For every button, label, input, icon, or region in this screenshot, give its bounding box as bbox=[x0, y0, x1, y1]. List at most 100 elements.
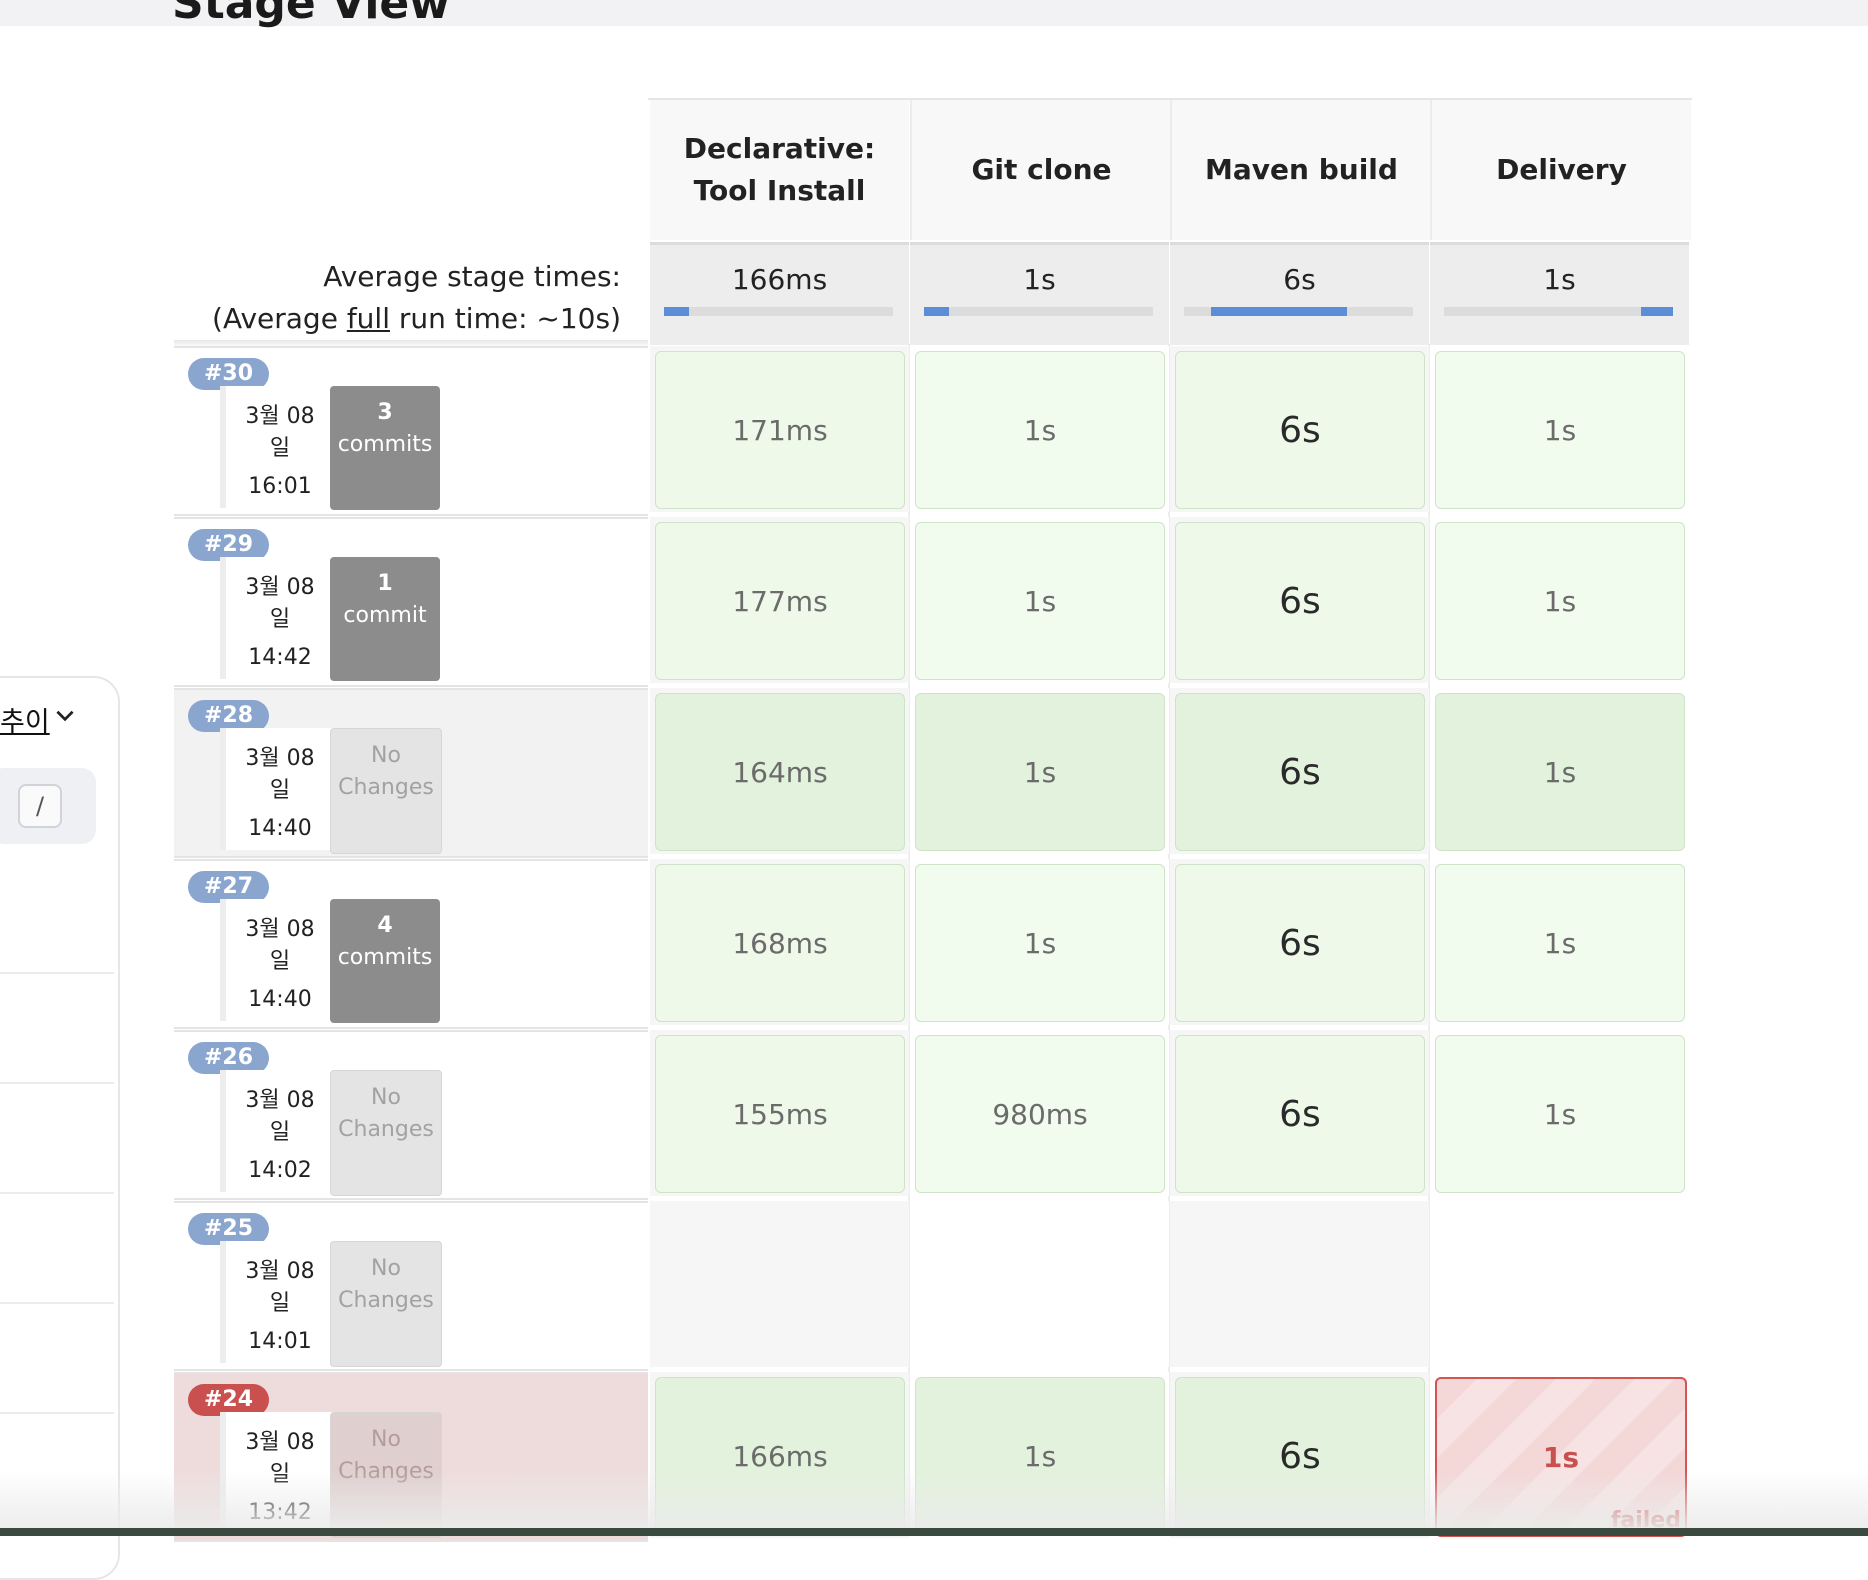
stage-cell[interactable]: 6s bbox=[1175, 522, 1425, 680]
stage-cell[interactable]: 1s bbox=[1435, 1035, 1685, 1193]
stage-cell[interactable]: 6s bbox=[1175, 693, 1425, 851]
changes-label: commits bbox=[337, 945, 433, 970]
stage-header[interactable]: Maven build bbox=[1170, 100, 1431, 240]
sidebar-search-input[interactable]: / bbox=[0, 768, 96, 844]
changes-count: No bbox=[371, 1427, 401, 1452]
build-row[interactable]: #29 3월 08 일 14:42 1 commit bbox=[174, 517, 648, 687]
stage-header[interactable]: Git clone bbox=[910, 100, 1171, 240]
stage-cell-background bbox=[650, 1201, 909, 1367]
build-time: 14:02 bbox=[248, 1158, 312, 1183]
changes-count: No bbox=[371, 743, 401, 768]
keyboard-shortcut-hint: / bbox=[18, 784, 62, 828]
stage-cell[interactable]: 1s bbox=[915, 864, 1165, 1022]
stage-duration: 1s bbox=[1023, 413, 1057, 447]
build-number-badge[interactable]: #28 bbox=[188, 700, 270, 732]
stage-name-line: Delivery bbox=[1496, 153, 1627, 186]
build-date-line: 일 bbox=[269, 949, 291, 974]
build-row[interactable]: #25 3월 08 일 14:01 No Changes bbox=[174, 1201, 648, 1371]
sidebar-divider bbox=[0, 1300, 114, 1304]
changes-box: No Changes bbox=[330, 1070, 442, 1196]
top-strip bbox=[0, 0, 1868, 26]
build-number-badge[interactable]: #29 bbox=[188, 529, 270, 561]
stage-duration: 1s bbox=[1543, 584, 1577, 618]
stage-header[interactable]: Delivery bbox=[1430, 100, 1691, 240]
sidebar-dropdown[interactable]: 추이 bbox=[0, 700, 74, 739]
stage-cell[interactable]: 6s bbox=[1175, 864, 1425, 1022]
stage-duration: 1s bbox=[1023, 926, 1057, 960]
stage-cell[interactable]: 164ms bbox=[655, 693, 905, 851]
stage-duration: 171ms bbox=[732, 413, 828, 447]
build-number-badge[interactable]: #30 bbox=[188, 358, 270, 390]
stage-cell-background bbox=[910, 1201, 1169, 1367]
stage-name-line: Declarative: bbox=[683, 132, 876, 165]
changes-box[interactable]: 4 commits bbox=[330, 899, 440, 1023]
header-top-shadow bbox=[648, 98, 1692, 100]
stage-duration: 1s bbox=[1543, 413, 1577, 447]
stage-cell[interactable]: 1s bbox=[915, 693, 1165, 851]
changes-count: 1 bbox=[377, 571, 393, 596]
stage-average-bar-fill bbox=[924, 307, 950, 316]
build-time: 14:40 bbox=[248, 987, 312, 1012]
build-number-badge[interactable]: #27 bbox=[188, 871, 270, 903]
stage-average-bar-fill bbox=[1211, 307, 1347, 316]
stage-name-line: Tool Install bbox=[693, 174, 866, 207]
build-date-line: 일 bbox=[269, 607, 291, 632]
stage-header-label: Declarative: Tool Install bbox=[684, 128, 875, 212]
stage-header-label: Maven build bbox=[1205, 149, 1398, 191]
build-date-line: 3월 08 bbox=[245, 575, 315, 600]
stage-cell[interactable]: 1s bbox=[1435, 864, 1685, 1022]
stage-cell-background bbox=[1170, 1201, 1429, 1367]
build-date-line: 일 bbox=[269, 1120, 291, 1145]
build-date-line: 3월 08 bbox=[245, 404, 315, 429]
build-number-badge[interactable]: #25 bbox=[188, 1213, 270, 1245]
stage-cell[interactable]: 168ms bbox=[655, 864, 905, 1022]
stage-header[interactable]: Declarative: Tool Install bbox=[650, 100, 909, 240]
stage-cell[interactable]: 171ms bbox=[655, 351, 905, 509]
build-row[interactable]: #28 3월 08 일 14:40 No Changes bbox=[174, 688, 648, 858]
stage-cell[interactable]: 1s bbox=[915, 522, 1165, 680]
average-full-run-text: (Average full run time: ~10s) bbox=[212, 302, 621, 335]
build-date: 3월 08 일 14:42 bbox=[220, 557, 334, 679]
changes-box[interactable]: 3 commits bbox=[330, 386, 440, 510]
stage-duration: 1s bbox=[1023, 584, 1057, 618]
build-date: 3월 08 일 14:02 bbox=[220, 1070, 334, 1192]
build-date: 3월 08 일 14:40 bbox=[220, 899, 334, 1021]
stage-cell[interactable]: 980ms bbox=[915, 1035, 1165, 1193]
build-number-badge[interactable]: #26 bbox=[188, 1042, 270, 1074]
changes-count: 3 bbox=[377, 400, 393, 425]
stage-cell[interactable]: 177ms bbox=[655, 522, 905, 680]
stage-cell[interactable]: 6s bbox=[1175, 1035, 1425, 1193]
stage-duration: 980ms bbox=[992, 1097, 1088, 1131]
build-number-badge[interactable]: #24 bbox=[188, 1384, 270, 1416]
stage-average-time: 1s bbox=[1023, 263, 1056, 296]
stage-cell[interactable]: 1s bbox=[1435, 693, 1685, 851]
stage-cell[interactable]: 1s bbox=[915, 351, 1165, 509]
build-time: 14:01 bbox=[248, 1329, 312, 1354]
stage-cell[interactable]: 155ms bbox=[655, 1035, 905, 1193]
stage-cell-background bbox=[1430, 1201, 1689, 1367]
stage-header-label: Delivery bbox=[1496, 149, 1627, 191]
build-row[interactable]: #30 3월 08 일 16:01 3 commits bbox=[174, 346, 648, 516]
changes-box[interactable]: 1 commit bbox=[330, 557, 440, 681]
stage-average-cell: 6s bbox=[1170, 242, 1429, 345]
stage-duration: 1s bbox=[1023, 1439, 1057, 1473]
stage-duration: 166ms bbox=[732, 1439, 828, 1473]
build-date-line: 3월 08 bbox=[245, 917, 315, 942]
stage-cell[interactable]: 6s bbox=[1175, 351, 1425, 509]
build-row[interactable]: #27 3월 08 일 14:40 4 commits bbox=[174, 859, 648, 1029]
stage-cell[interactable]: 1s bbox=[1435, 522, 1685, 680]
build-date-line: 일 bbox=[269, 1291, 291, 1316]
changes-label: commit bbox=[343, 603, 427, 628]
column-separator bbox=[1168, 344, 1170, 1534]
build-date-line: 3월 08 bbox=[245, 1088, 315, 1113]
sidebar-divider bbox=[0, 1190, 114, 1194]
build-date-line: 3월 08 bbox=[245, 746, 315, 771]
stage-average-bar bbox=[1444, 307, 1673, 316]
full-run-link[interactable]: full bbox=[346, 302, 390, 335]
changes-count: No bbox=[371, 1085, 401, 1110]
bottom-fade bbox=[0, 1470, 1868, 1528]
build-row[interactable]: #26 3월 08 일 14:02 No Changes bbox=[174, 1030, 648, 1200]
stage-cell[interactable]: 1s bbox=[1435, 351, 1685, 509]
average-stage-times-text: Average stage times: bbox=[323, 260, 621, 293]
column-separator bbox=[908, 344, 910, 1534]
